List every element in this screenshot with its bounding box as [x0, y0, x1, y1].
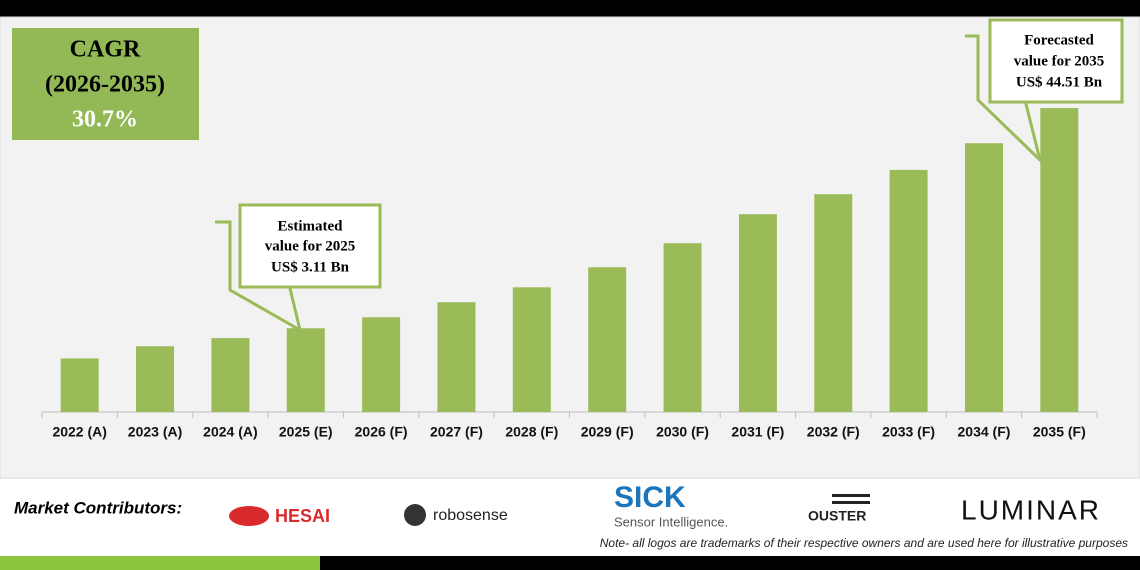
x-tick-label: 2035 (F): [1033, 424, 1086, 440]
x-tick-label: 2032 (F): [807, 424, 860, 440]
bar: [588, 267, 627, 412]
x-tick-label: 2027 (F): [430, 424, 483, 440]
logo-sick-sub: Sensor Intelligence.: [614, 514, 728, 529]
note: Note- all logos are trademarks of their …: [600, 536, 1128, 550]
bar: [437, 302, 476, 412]
bar: [814, 194, 853, 412]
callout-text: US$ 3.11 Bn: [271, 259, 350, 275]
logo-robosense: robosense: [433, 507, 508, 524]
bottom-bar-black: [320, 556, 1140, 570]
bar: [362, 317, 401, 412]
bar: [889, 169, 928, 412]
bottom-bar-green: [0, 556, 320, 570]
callout-text: value for 2025: [265, 238, 356, 254]
x-tick-label: 2028 (F): [505, 424, 558, 440]
callout-text: Forecasted: [1024, 32, 1094, 48]
callout-2025: Estimated value for 2025 US$ 3.11 Bn: [215, 203, 382, 334]
bar: [738, 214, 777, 412]
x-tick-label: 2031 (F): [731, 424, 784, 440]
logo-icon: [832, 501, 870, 504]
x-tick-label: 2034 (F): [958, 424, 1011, 440]
cagr-box: [12, 28, 199, 140]
callout-text: value for 2035: [1014, 53, 1105, 69]
x-tick-label: 2024 (A): [203, 424, 257, 440]
bar: [211, 338, 250, 412]
logo-ouster: OUSTER: [808, 508, 866, 524]
logo-luminar: LUMINAR: [961, 494, 1101, 525]
cagr-label: CAGR: [70, 37, 141, 63]
bar: [1040, 108, 1079, 412]
bar: [286, 328, 325, 412]
logo-icon: [404, 504, 426, 526]
contributors-title: Market Contributors:: [14, 498, 182, 517]
x-tick-label: 2026 (F): [355, 424, 408, 440]
callout-text: Estimated: [278, 218, 344, 234]
cagr-value: 30.7%: [72, 107, 138, 133]
bars: 2022 (A) 2023 (A) 2024 (A) 2025 (E) 2026 (F)…: [41, 108, 1098, 440]
cagr-period: (2026-2035): [45, 72, 165, 98]
callout-2035: Forecasted value for 2035 US$ 44.51 Bn: [965, 18, 1124, 165]
x-tick-label: 2025 (E): [279, 424, 333, 440]
bar: [964, 143, 1003, 412]
bar: [136, 346, 175, 412]
logo-icon: [229, 506, 269, 526]
bar: [663, 243, 702, 412]
top-bar: [0, 0, 1140, 17]
callout-text: US$ 44.51 Bn: [1016, 74, 1103, 90]
bar: [60, 358, 99, 412]
logo-sick: SICK: [614, 481, 686, 514]
callout-box: [988, 18, 1124, 104]
logo-hesai: HESAI: [275, 506, 330, 526]
callout-box: [238, 203, 382, 289]
x-tick-label: 2029 (F): [581, 424, 634, 440]
x-tick-label: 2023 (A): [128, 424, 182, 440]
logo-icon: [832, 494, 870, 497]
x-tick-label: 2033 (F): [882, 424, 935, 440]
x-tick-label: 2022 (A): [52, 424, 106, 440]
bar: [512, 287, 551, 412]
x-tick-label: 2030 (F): [656, 424, 709, 440]
